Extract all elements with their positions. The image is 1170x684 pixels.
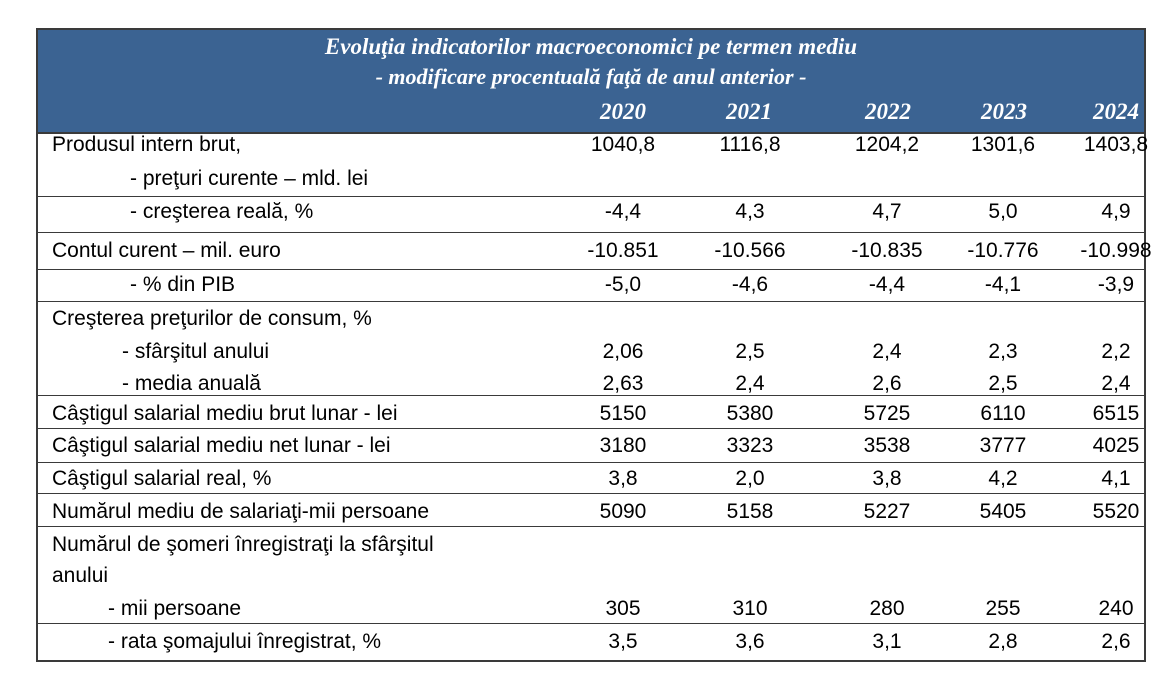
value-cell-2024: 2,2 <box>1101 340 1131 363</box>
value-cell-2021: 2,0 <box>735 467 765 490</box>
value-cell-2023: 2,5 <box>988 372 1018 395</box>
row-divider <box>38 301 1144 302</box>
value-cell-2021: 3323 <box>726 434 774 457</box>
value-cell-2022: 3538 <box>863 434 911 457</box>
value-cell-2023: -10.776 <box>967 239 1039 262</box>
row-label: - creşterea reală, % <box>130 200 314 223</box>
value-cell-2023: 5405 <box>979 500 1027 523</box>
value-cell-2022: 5227 <box>863 500 911 523</box>
value-cell-2024: 5520 <box>1092 500 1140 523</box>
value-cell-2020: 5150 <box>599 402 647 425</box>
value-cell-2021: 3,6 <box>735 630 765 653</box>
value-cell-2023: 1301,6 <box>970 133 1036 156</box>
row-label: Creşterea preţurilor de consum, % <box>52 307 372 330</box>
value-cell-2024: -3,9 <box>1097 273 1135 296</box>
value-cell-2021: 1116,8 <box>719 133 781 156</box>
year-header: 2021 <box>726 99 772 124</box>
value-cell-2022: -10.835 <box>851 239 923 262</box>
value-cell-2021: -4,6 <box>731 273 769 296</box>
value-cell-2021: 4,3 <box>735 200 765 223</box>
value-cell-2024: 2,6 <box>1101 630 1131 653</box>
value-cell-2022: 5725 <box>863 402 911 425</box>
value-cell-2024: -10.998 <box>1080 239 1152 262</box>
value-cell-2021: 2,5 <box>735 340 765 363</box>
value-cell-2023: 2,3 <box>988 340 1018 363</box>
value-cell-2020: -4,4 <box>604 200 642 223</box>
row-divider <box>38 232 1144 233</box>
row-divider <box>38 493 1144 494</box>
value-cell-2021: 5380 <box>726 402 774 425</box>
row-divider <box>38 526 1144 527</box>
row-label: Produsul intern brut, <box>52 133 242 156</box>
value-cell-2023: 4,2 <box>988 467 1018 490</box>
value-cell-2020: 2,63 <box>602 372 644 395</box>
row-label: - preţuri curente – mld. lei <box>130 167 369 190</box>
value-cell-2021: -10.566 <box>714 239 786 262</box>
row-divider <box>38 269 1144 270</box>
row-divider <box>38 428 1144 429</box>
value-cell-2023: -4,1 <box>984 273 1022 296</box>
value-cell-2022: 280 <box>869 597 905 620</box>
value-cell-2024: 2,4 <box>1101 372 1131 395</box>
row-label: Câştigul salarial mediu brut lunar - lei <box>52 402 398 425</box>
row-divider <box>38 462 1144 463</box>
value-cell-2024: 4,9 <box>1101 200 1131 223</box>
indicators-table: Evoluţia indicatorilor macroeconomici pe… <box>36 28 1152 662</box>
value-cell-2023: 6110 <box>980 402 1026 425</box>
value-cell-2024: 6515 <box>1092 402 1140 425</box>
value-cell-2022: 2,4 <box>872 340 902 363</box>
row-label: - media anuală <box>122 372 261 395</box>
value-cell-2023: 255 <box>985 597 1021 620</box>
value-cell-2024: 4025 <box>1092 434 1140 457</box>
table-header: Evoluţia indicatorilor macroeconomici pe… <box>38 30 1144 134</box>
table-subtitle: - modificare procentuală faţă de anul an… <box>375 64 807 89</box>
value-cell-2020: 3,5 <box>608 630 638 653</box>
value-cell-2022: 3,8 <box>872 467 902 490</box>
value-cell-2020: 3180 <box>599 434 647 457</box>
value-cell-2020: 3,8 <box>608 467 638 490</box>
row-divider <box>38 623 1144 624</box>
row-label: - % din PIB <box>130 273 236 296</box>
year-header: 2022 <box>865 99 911 124</box>
row-label: - sfârşitul anului <box>122 340 270 363</box>
value-cell-2023: 3777 <box>979 434 1027 457</box>
row-label: - rata şomajului înregistrat, % <box>108 630 382 653</box>
row-label: Câştigul salarial real, % <box>52 467 272 490</box>
row-label: anului <box>52 564 109 587</box>
year-header: 2024 <box>1093 99 1139 124</box>
row-divider <box>38 395 1144 396</box>
value-cell-2023: 5,0 <box>988 200 1018 223</box>
value-cell-2023: 2,8 <box>988 630 1018 653</box>
row-label: Numărul de şomeri înregistraţi la sfârşi… <box>52 533 434 556</box>
value-cell-2020: -5,0 <box>604 273 642 296</box>
value-cell-2024: 1403,8 <box>1083 133 1149 156</box>
value-cell-2022: 1204,2 <box>854 133 920 156</box>
table-title: Evoluţia indicatorilor macroeconomici pe… <box>324 34 858 59</box>
value-cell-2020: -10.851 <box>587 239 659 262</box>
value-cell-2021: 5158 <box>726 500 774 523</box>
row-label: - mii persoane <box>108 597 242 620</box>
row-label: Contul curent – mil. euro <box>52 239 281 262</box>
value-cell-2020: 1040,8 <box>590 133 656 156</box>
value-cell-2021: 310 <box>732 597 768 620</box>
value-cell-2022: 4,7 <box>872 200 902 223</box>
value-cell-2024: 240 <box>1098 597 1134 620</box>
value-cell-2022: 3,1 <box>872 630 902 653</box>
value-cell-2020: 5090 <box>599 500 647 523</box>
row-divider <box>38 196 1144 197</box>
value-cell-2022: -4,4 <box>868 273 906 296</box>
row-label: Numărul mediu de salariaţi-mii persoane <box>52 500 429 523</box>
value-cell-2022: 2,6 <box>872 372 902 395</box>
year-header: 2020 <box>600 99 646 124</box>
year-header: 2023 <box>981 99 1027 124</box>
value-cell-2020: 2,06 <box>602 340 644 363</box>
row-label: Câştigul salarial mediu net lunar - lei <box>52 434 391 457</box>
value-cell-2021: 2,4 <box>735 372 765 395</box>
value-cell-2024: 4,1 <box>1101 467 1131 490</box>
value-cell-2020: 305 <box>605 597 641 620</box>
